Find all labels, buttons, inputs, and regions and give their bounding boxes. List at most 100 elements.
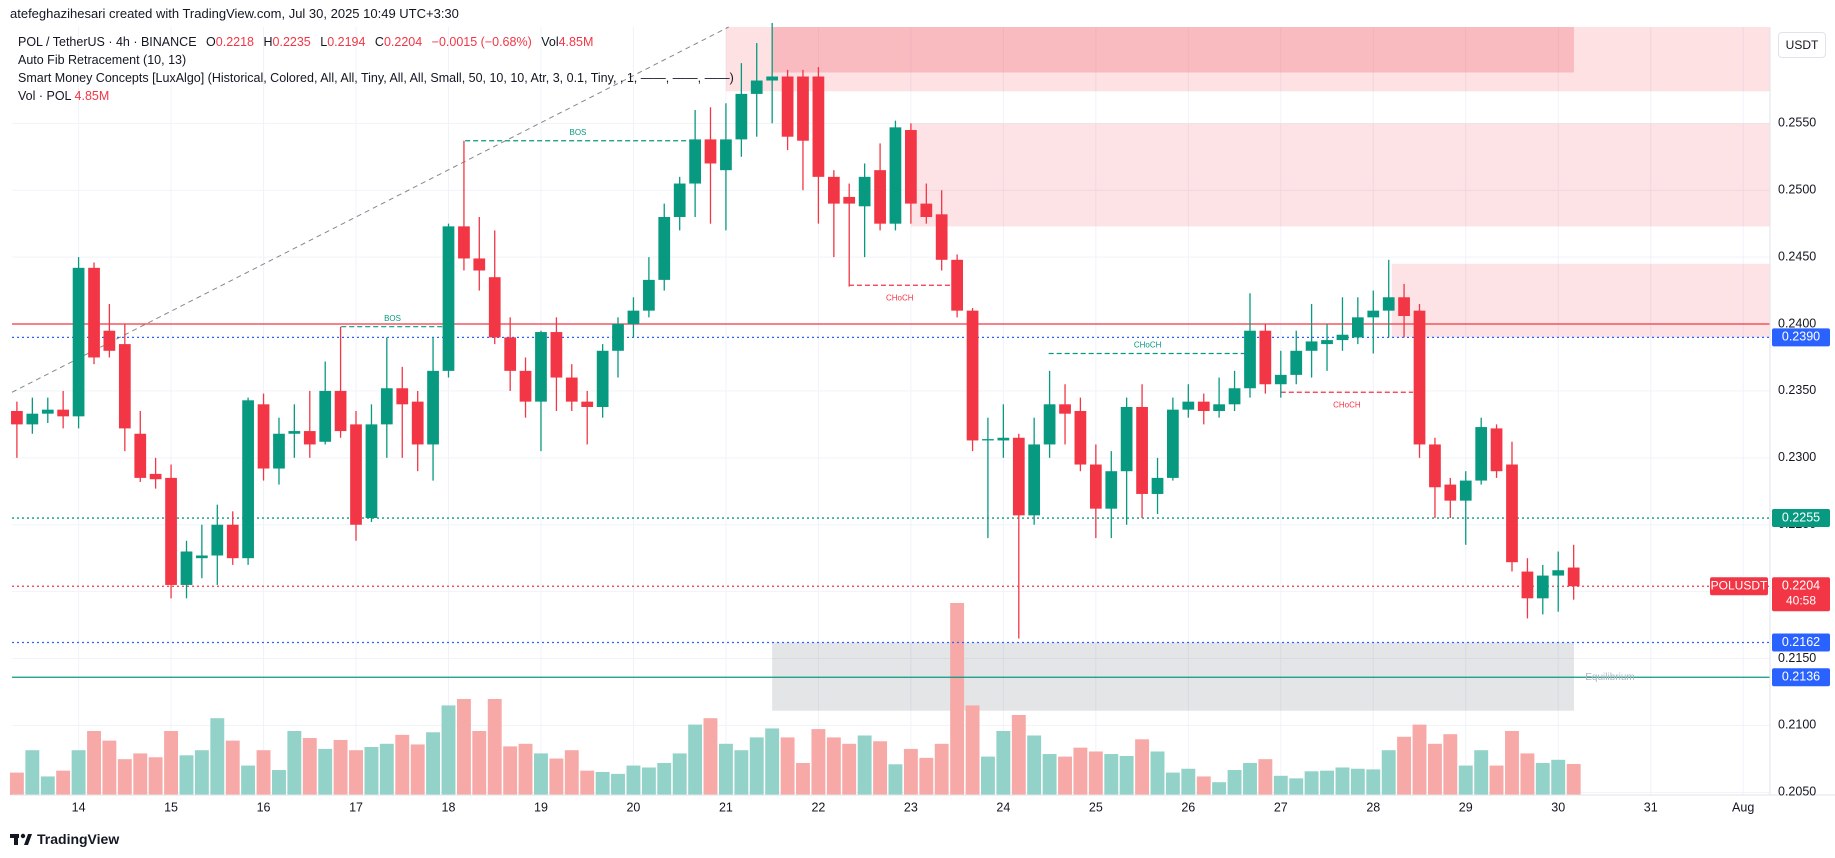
legend-main: POL / TetherUS · 4h · BINANCE O0.2218 H0…	[18, 33, 734, 51]
candle-body	[1305, 341, 1318, 351]
ohlc-value: 0.2218	[215, 35, 254, 49]
candle-body	[827, 176, 840, 204]
candle-body	[797, 76, 809, 141]
currency-button[interactable]: USDT	[1778, 32, 1826, 58]
candle-body	[1259, 330, 1272, 385]
indicator[interactable]: Smart Money Concepts [LuxAlgo] (Historic…	[18, 71, 734, 85]
candle-body	[997, 437, 1010, 441]
volume-bar	[1273, 775, 1288, 795]
volume-bar	[950, 603, 965, 795]
candle-body	[1459, 480, 1472, 501]
price-badge	[1772, 633, 1830, 652]
volume-bar	[1412, 724, 1427, 795]
volume-bar	[472, 731, 487, 795]
volume-bar	[595, 771, 610, 795]
y-tick-label: 0.2350	[1778, 383, 1816, 397]
candle-body	[1398, 297, 1410, 317]
candle-body	[1367, 310, 1380, 318]
candle-body	[303, 431, 316, 445]
volume-bar	[1520, 753, 1535, 795]
candle-body	[242, 400, 254, 559]
candle-body	[1028, 444, 1041, 516]
volume-bar	[241, 765, 256, 795]
x-tick-label: 25	[1089, 800, 1103, 814]
volume-bar	[672, 753, 687, 795]
volume-bar	[272, 770, 286, 795]
volume-bar	[857, 735, 872, 795]
y-tick-label: 0.2450	[1778, 249, 1816, 263]
y-tick-label: 0.2150	[1778, 651, 1816, 665]
volume-bar	[734, 750, 749, 795]
volume-bar	[333, 739, 348, 795]
volume-bar	[580, 770, 595, 795]
x-tick-label: Aug	[1732, 800, 1754, 814]
ohlc-key: H	[263, 35, 273, 49]
volume-bar	[1181, 768, 1196, 795]
change: −0.0015 (−0.68%)	[431, 35, 532, 49]
candle-body	[473, 258, 486, 271]
candle-body	[103, 330, 116, 351]
candle-body	[411, 401, 424, 445]
logo	[10, 833, 32, 845]
candle-body	[1120, 406, 1133, 472]
candle-body	[504, 337, 517, 371]
ohlc-value: 0.2235	[272, 35, 311, 49]
candle-body	[1182, 401, 1195, 410]
candle-body	[1012, 437, 1025, 516]
x-tick-label: 27	[1274, 800, 1288, 814]
candle-body	[612, 324, 624, 351]
candle-body	[319, 390, 332, 442]
candle-body	[1382, 297, 1395, 311]
zone	[725, 27, 1770, 92]
candle-body	[165, 477, 177, 585]
volume-bar	[318, 748, 333, 795]
volume-bar	[40, 776, 55, 795]
volume-bar	[1289, 778, 1304, 795]
price-badge-label: 0.2204	[1782, 579, 1820, 593]
candle-body	[396, 388, 409, 405]
candle-body	[966, 310, 979, 441]
credit: atefeghazihesari created with TradingVie…	[10, 6, 459, 21]
candle-body	[488, 277, 501, 338]
candle-body	[1490, 428, 1503, 472]
symbol[interactable]: POL / TetherUS · 4h · BINANCE	[18, 35, 197, 49]
volume-bar	[1258, 759, 1273, 795]
y-tick-label: 0.2050	[1778, 785, 1816, 799]
volume-bar	[718, 743, 733, 795]
price-badge-label: 0.2390	[1782, 330, 1820, 344]
candle-body	[658, 216, 671, 280]
candle-body	[689, 139, 702, 184]
volume-bar	[1320, 770, 1334, 795]
volume-bar	[302, 738, 317, 795]
candle-body	[41, 409, 54, 414]
candle-body	[1351, 317, 1364, 338]
candle-body	[1413, 310, 1426, 445]
candle-body	[535, 332, 547, 402]
ohlc-key: L	[320, 35, 328, 49]
volume-bar	[287, 731, 302, 795]
volume-bar	[1505, 731, 1519, 795]
volume-bar	[1443, 734, 1458, 795]
volume-bar	[426, 732, 441, 795]
candle-body	[643, 279, 655, 311]
volume-bar	[164, 731, 179, 795]
candle-body	[812, 76, 825, 177]
volume-bar	[133, 753, 148, 795]
volume-bar	[364, 747, 379, 795]
volume-bar	[780, 737, 795, 795]
volume-bar	[657, 763, 672, 795]
candle-body	[118, 344, 131, 429]
candle-body	[288, 431, 301, 434]
volume-bar	[1088, 751, 1103, 795]
volume-legend[interactable]: Vol · POL 4.85M	[18, 87, 734, 105]
indicator[interactable]: Auto Fib Retracement (10, 13)	[18, 53, 187, 67]
candle-body	[1552, 570, 1565, 576]
structure-label: CHoCH	[1134, 341, 1162, 350]
candle-body	[1567, 567, 1580, 587]
vol-value: 4.85M	[558, 35, 594, 49]
volume-bar	[1165, 772, 1180, 795]
volume-bar	[487, 699, 502, 795]
volume-bar	[1135, 739, 1150, 795]
volume-bar	[796, 763, 810, 795]
candle-body	[1059, 404, 1071, 414]
